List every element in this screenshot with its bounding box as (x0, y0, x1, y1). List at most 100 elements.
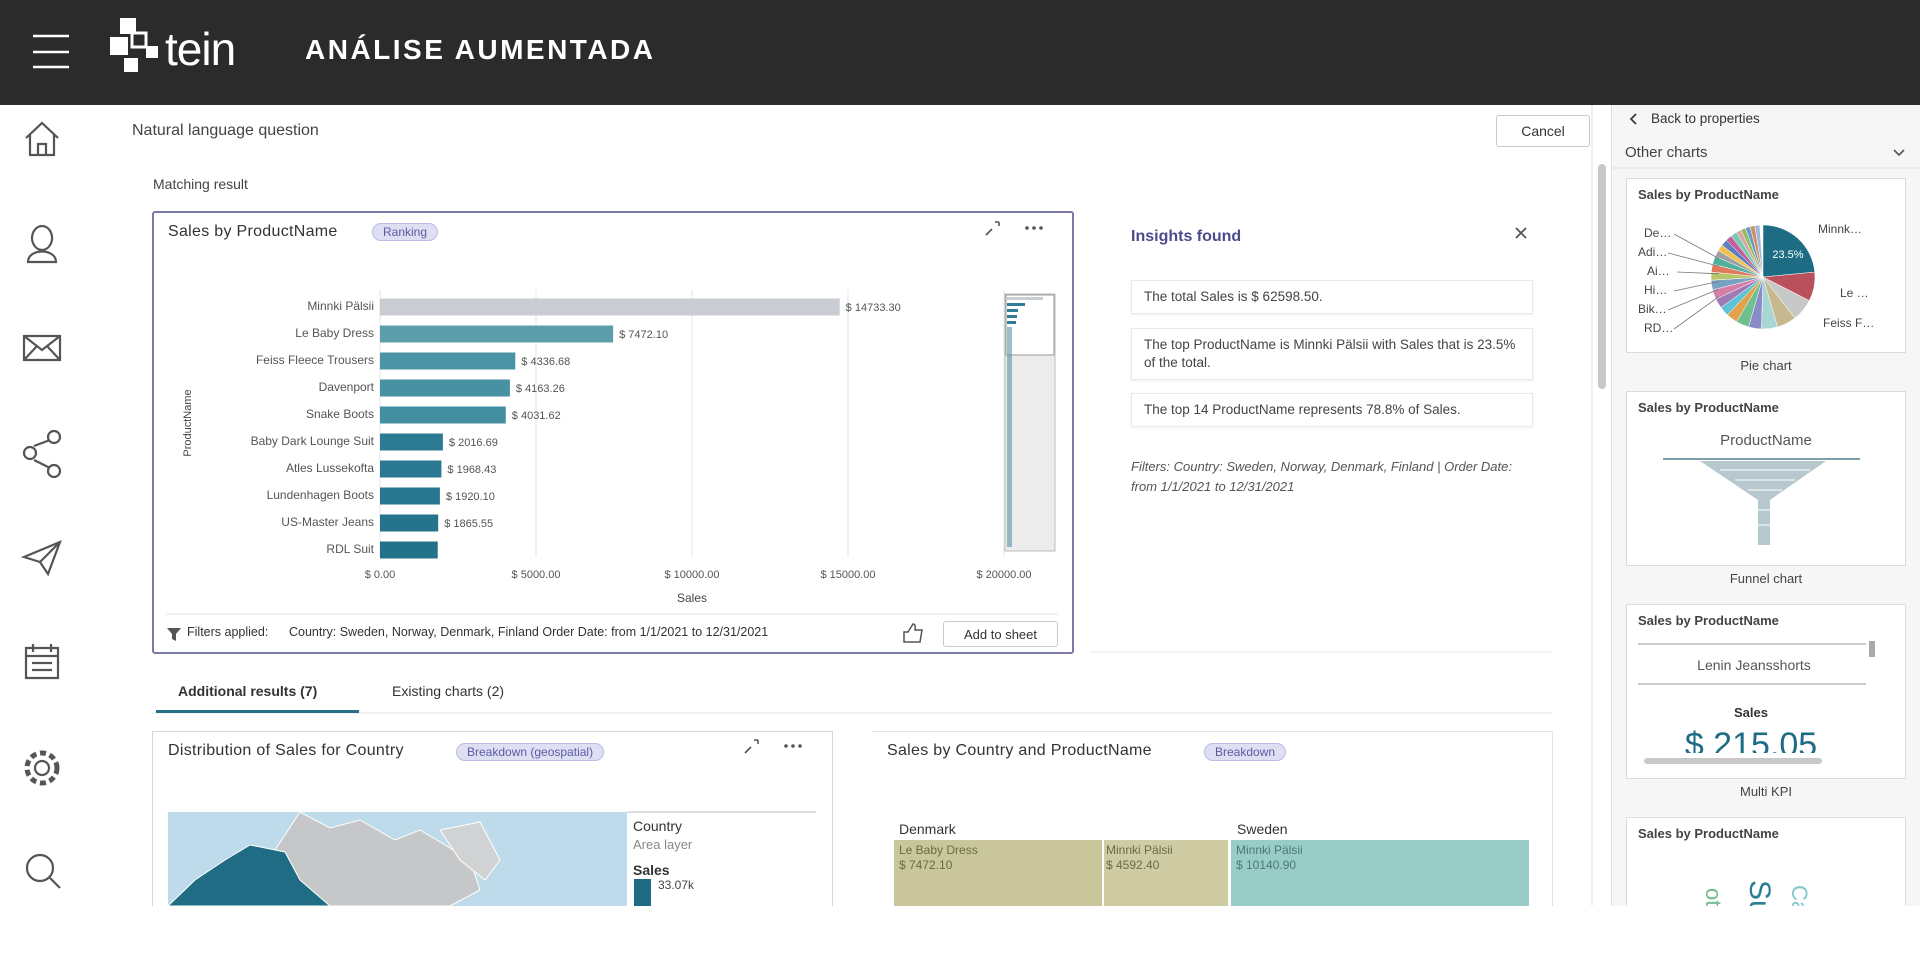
logo-square (130, 31, 148, 49)
logo-square (146, 46, 158, 58)
map-country (167, 844, 331, 906)
more-dot (1032, 226, 1036, 230)
tab[interactable]: Additional results (7) (178, 683, 318, 699)
thumbnail-title: Sales by ProductName (1638, 613, 1779, 628)
pie-slice (1754, 224, 1764, 278)
logo-square (110, 37, 128, 55)
search-icon[interactable] (25, 853, 55, 883)
logo-square (124, 58, 138, 72)
bar (380, 514, 439, 532)
value-label: $ 1865.55 (444, 518, 493, 530)
pie-leader (1673, 281, 1720, 292)
thumbnail-title: Sales by ProductName (1638, 400, 1779, 415)
cloud-word: ots (1701, 888, 1726, 906)
y-tick-label: Baby Dark Lounge Suit (251, 434, 375, 448)
more-dot[interactable] (784, 744, 788, 748)
bar (380, 406, 506, 424)
chart-title: Sales by ProductName (168, 223, 338, 240)
calendar-icon[interactable] (24, 644, 60, 680)
pie-label: Minnk… (1818, 222, 1862, 236)
add-to-sheet-button[interactable]: Add to sheet (943, 621, 1058, 647)
y-tick-label: RDL Suit (326, 542, 374, 556)
y-tick-label: Minnki Pälsii (307, 299, 374, 313)
pie-label: RD… (1644, 321, 1673, 335)
header (0, 0, 1920, 105)
pie-leader (1676, 271, 1720, 275)
preview-bar (1007, 309, 1018, 312)
bar-chart: $ 0.00 $ 5000.00 $ 10000.00 $ 15000.00 $ 200… (182, 290, 1032, 605)
tab[interactable]: Existing charts (2) (392, 683, 505, 699)
y-tick-label: US-Master Jeans (281, 515, 374, 529)
send-icon[interactable] (20, 540, 62, 577)
bar (380, 541, 438, 559)
treemap-cell[interactable] (894, 840, 1102, 906)
cloud-word: Ca (1787, 885, 1812, 906)
treemap-cell[interactable] (1231, 840, 1529, 906)
pie-label: Adi… (1638, 245, 1667, 259)
x-tick-label: $ 5000.00 (512, 569, 561, 581)
kpi-scroll[interactable] (1869, 641, 1875, 657)
treemap-cell[interactable] (1104, 840, 1228, 906)
close-icon[interactable] (1515, 227, 1527, 239)
mail-icon[interactable] (22, 334, 62, 362)
kpi-clip: $ 215.05 (1638, 726, 1864, 753)
thumbnail-title: Sales by ProductName (1638, 187, 1779, 202)
user-icon[interactable] (26, 224, 58, 264)
more-dot (791, 744, 795, 748)
share-node (22, 445, 38, 461)
more-dot[interactable] (1025, 226, 1029, 230)
result-title: Distribution of Sales for Country (168, 742, 404, 759)
section-title[interactable]: Other charts (1625, 144, 1708, 161)
app-title: ANÁLISE AUMENTADA (305, 34, 656, 65)
like-icon[interactable] (903, 623, 923, 643)
pie-label: Hi… (1644, 283, 1667, 297)
thumbnail-caption: Multi KPI (1739, 784, 1792, 799)
chart-thumbnail[interactable] (1626, 604, 1906, 779)
scroll-thumb[interactable] (1598, 164, 1606, 389)
cancel-button[interactable]: Cancel (1496, 115, 1590, 147)
question-label: Natural language question (132, 122, 319, 139)
scroller-preview (1007, 297, 1043, 547)
share-icon[interactable] (33, 438, 51, 469)
pie-leader (1667, 252, 1720, 267)
treemap-group: Denmark (899, 821, 956, 837)
bar (380, 325, 614, 343)
kpi-value: $ 215.05 (1684, 726, 1818, 753)
pie-leader (1673, 233, 1720, 259)
result-card (152, 731, 833, 906)
pie-label: Bik… (1638, 302, 1667, 316)
legend-measure: Sales (633, 862, 670, 878)
x-axis-label: Sales (677, 591, 707, 605)
treemap-label: Le Baby Dress (899, 843, 978, 857)
logo-text[interactable]: tein (165, 23, 236, 75)
bar (380, 379, 510, 397)
legend-subtitle: Area layer (633, 837, 693, 852)
value-label: $ 14733.30 (846, 302, 901, 314)
menu-button[interactable] (33, 34, 69, 69)
preview-bar (1007, 315, 1017, 318)
value-label: $ 7472.10 (619, 329, 668, 341)
bar (380, 460, 442, 478)
pie-label: De… (1644, 226, 1671, 240)
thumbnail-caption: Funnel chart (1729, 571, 1803, 586)
thumbnail-title: Sales by ProductName (1638, 826, 1779, 841)
treemap-group: Sweden (1237, 821, 1288, 837)
value-label: $ 4031.62 (512, 410, 561, 422)
bar (380, 487, 440, 505)
home-icon[interactable] (25, 121, 59, 157)
share-node (46, 463, 62, 479)
settings-icon[interactable] (33, 759, 51, 777)
back-icon[interactable] (1629, 113, 1637, 125)
kpi-hscroll[interactable] (1644, 758, 1822, 764)
back-link[interactable]: Back to properties (1651, 111, 1760, 126)
expand-icon[interactable] (985, 221, 1000, 236)
y-tick-label: Davenport (319, 380, 375, 394)
result-card (872, 731, 1553, 906)
chart-thumbnail[interactable] (1626, 817, 1906, 906)
expand-icon[interactable] (744, 739, 759, 754)
logo-square (120, 18, 136, 34)
collapse-icon[interactable] (1893, 149, 1905, 157)
legend-swatch (634, 879, 651, 906)
pie-label: Le … (1840, 286, 1869, 300)
